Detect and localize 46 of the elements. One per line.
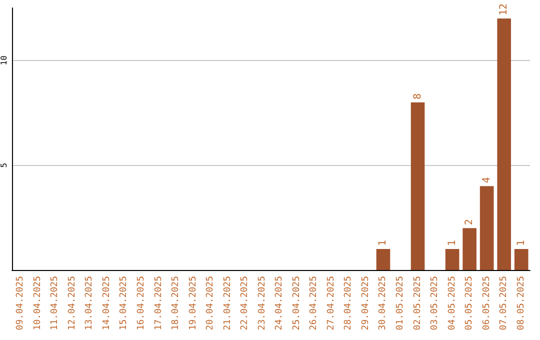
- x-tick-label: 26.04.2025: [309, 276, 320, 330]
- x-tick-label: 22.04.2025: [240, 276, 250, 330]
- bar: [410, 102, 425, 270]
- data-label: 4: [481, 177, 492, 184]
- x-tick-label: 09.04.2025: [16, 276, 26, 330]
- x-tick-label: 08.05.2025: [516, 276, 526, 330]
- x-tick-label: 01.05.2025: [396, 276, 406, 330]
- x-tick-label: 03.05.2025: [430, 276, 440, 330]
- x-tick-label: 05.05.2025: [464, 276, 475, 330]
- x-tick-label: 25.04.2025: [292, 276, 302, 330]
- x-tick-label: 17.04.2025: [154, 276, 164, 330]
- x-tick-label: 27.04.2025: [326, 276, 336, 330]
- y-tick-label: 10: [0, 55, 8, 66]
- x-tick-label: 11.04.2025: [50, 276, 60, 330]
- data-label: 8: [412, 93, 424, 100]
- x-tick-label: 20.04.2025: [206, 276, 216, 330]
- x-tick-label: 06.05.2025: [482, 276, 492, 330]
- x-tick-label: 24.04.2025: [274, 276, 285, 330]
- x-tick-label: 16.04.2025: [136, 276, 146, 330]
- x-tick-label: 15.04.2025: [119, 276, 130, 330]
- x-tick-label: 18.04.2025: [171, 276, 182, 330]
- data-label: 2: [464, 219, 476, 226]
- data-label: 1: [516, 240, 527, 246]
- x-tick-label: 14.04.2025: [102, 276, 112, 330]
- bar: [445, 249, 460, 270]
- x-tick-label: 13.04.2025: [84, 276, 95, 330]
- data-label: 12: [498, 3, 510, 16]
- data-label: 1: [378, 240, 389, 246]
- x-tick-label: 02.05.2025: [412, 276, 423, 330]
- x-tick-label: 29.04.2025: [360, 276, 371, 330]
- x-tick-label: 10.04.2025: [32, 276, 43, 330]
- bar: [497, 18, 512, 270]
- y-tick-label: 5: [0, 162, 8, 168]
- x-tick-label: 04.05.2025: [447, 276, 458, 330]
- x-tick-label: 19.04.2025: [188, 276, 198, 330]
- x-tick-label: 30.04.2025: [378, 276, 388, 330]
- x-tick-label: 12.04.2025: [67, 276, 78, 330]
- bar: [480, 186, 494, 270]
- x-tick-label: 07.05.2025: [499, 276, 510, 330]
- x-tick-label: 28.04.2025: [344, 276, 354, 330]
- bar: [376, 249, 390, 270]
- x-tick-label: 23.04.2025: [257, 276, 268, 330]
- x-tick-label: 21.04.2025: [222, 276, 233, 330]
- bar: [462, 228, 476, 270]
- data-label: 1: [446, 240, 458, 246]
- bar: [514, 249, 528, 270]
